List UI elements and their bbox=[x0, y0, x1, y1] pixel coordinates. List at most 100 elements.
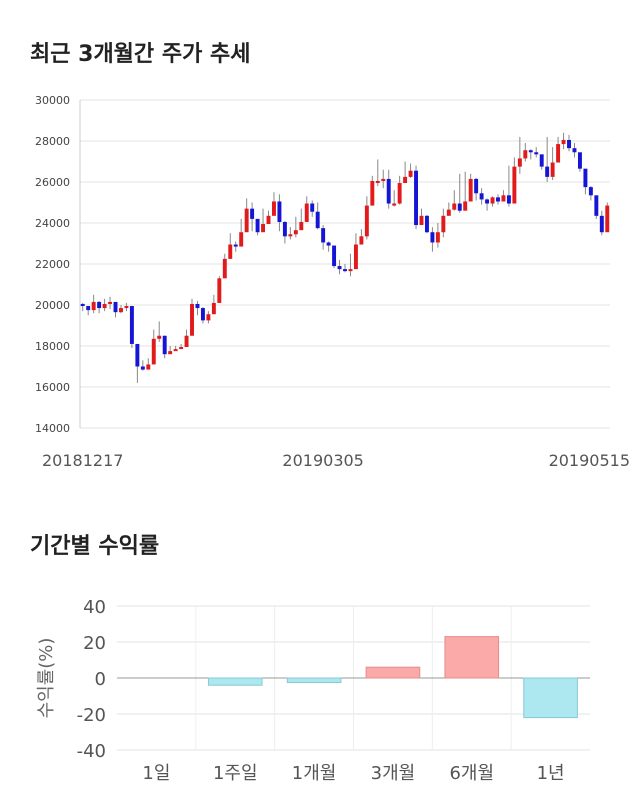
candle-body bbox=[272, 201, 276, 216]
candle-body bbox=[146, 364, 151, 370]
candle bbox=[277, 194, 282, 232]
candle bbox=[605, 202, 610, 233]
candle bbox=[364, 196, 369, 240]
candle bbox=[506, 165, 511, 207]
candle bbox=[211, 294, 216, 315]
candle bbox=[222, 253, 227, 279]
candle-y-axis: 14000 16000 18000 20000 22000 24000 26000 28000… bbox=[35, 94, 70, 435]
candle bbox=[97, 300, 102, 314]
candle bbox=[457, 173, 462, 213]
candle bbox=[140, 360, 145, 371]
candle-body bbox=[397, 183, 402, 204]
candle bbox=[266, 210, 271, 225]
candle-body bbox=[583, 168, 588, 188]
candle-body bbox=[195, 303, 200, 309]
candle-body bbox=[233, 244, 238, 247]
candle-body bbox=[211, 302, 216, 315]
candle-body bbox=[381, 178, 386, 181]
candle bbox=[353, 233, 358, 270]
candle bbox=[255, 218, 260, 236]
candle-body bbox=[386, 178, 391, 204]
candle bbox=[545, 136, 550, 182]
candle-body bbox=[375, 180, 380, 183]
candle-body bbox=[113, 301, 118, 313]
candle bbox=[534, 147, 539, 158]
candle bbox=[397, 175, 402, 205]
candle bbox=[386, 169, 391, 209]
candle-body bbox=[168, 351, 173, 355]
candlestick-chart: 14000 16000 18000 20000 22000 24000 26000 28000… bbox=[35, 94, 630, 470]
candle-body bbox=[435, 232, 440, 243]
candle-body bbox=[485, 199, 490, 204]
candle-y-tick-label: 20000 bbox=[35, 299, 70, 312]
candle bbox=[135, 343, 140, 383]
returns-y-tick-label: -40 bbox=[77, 741, 106, 762]
candle bbox=[496, 194, 500, 205]
candle-body bbox=[539, 154, 544, 167]
candle-body bbox=[534, 152, 539, 155]
candle bbox=[408, 163, 413, 178]
candle bbox=[91, 294, 96, 314]
candle-body bbox=[173, 349, 178, 352]
candle-body bbox=[184, 335, 189, 348]
candle bbox=[479, 188, 484, 205]
candle-x-tick-label: 20181217 bbox=[42, 451, 123, 470]
candle bbox=[370, 175, 375, 206]
candle bbox=[282, 220, 287, 244]
candle-y-tick-label: 18000 bbox=[35, 340, 70, 353]
returns-y-axis: -40 -20 0 20 40 bbox=[77, 597, 106, 762]
candle bbox=[272, 192, 276, 216]
candle-body bbox=[293, 230, 298, 235]
candle-body bbox=[119, 308, 123, 313]
candle-body bbox=[594, 195, 599, 216]
candle-body bbox=[403, 176, 408, 184]
returns-x-axis: 1일 1주일 1개월 3개월 6개월 1년 bbox=[142, 763, 564, 784]
candle-body bbox=[261, 224, 266, 233]
candle bbox=[321, 225, 326, 250]
candle-body bbox=[299, 221, 304, 231]
candle bbox=[414, 165, 418, 230]
returns-x-tick-label: 1년 bbox=[537, 763, 565, 784]
candle bbox=[179, 343, 184, 350]
candle bbox=[129, 306, 134, 349]
stock-trend-title: 최근 3개월간 주가 추세 bbox=[30, 42, 251, 67]
candle-body bbox=[288, 234, 293, 237]
candle-body bbox=[97, 301, 102, 309]
candle bbox=[119, 305, 123, 314]
candle bbox=[359, 229, 364, 245]
candle-body bbox=[474, 178, 479, 194]
candle bbox=[419, 208, 424, 226]
candle bbox=[474, 177, 479, 201]
candle bbox=[228, 233, 233, 259]
candle-body bbox=[588, 187, 593, 196]
candle bbox=[452, 190, 457, 211]
candle-body bbox=[244, 208, 249, 233]
candle-body bbox=[321, 228, 326, 243]
candle-body bbox=[479, 193, 484, 200]
candle-y-tick-label: 26000 bbox=[35, 176, 70, 189]
candle-y-tick-label: 16000 bbox=[35, 381, 70, 394]
candle-body bbox=[556, 144, 561, 163]
candle-body bbox=[140, 366, 145, 370]
candle bbox=[556, 136, 561, 163]
candle bbox=[261, 208, 266, 233]
candle-body bbox=[408, 170, 413, 177]
candle-body bbox=[506, 195, 511, 204]
candle-x-axis: 20181217 20190305 20190515 bbox=[42, 451, 630, 470]
candle-y-tick-label: 30000 bbox=[35, 94, 70, 107]
candle bbox=[577, 152, 582, 172]
returns-y-axis-label: 수익률(%) bbox=[36, 638, 57, 719]
candle bbox=[392, 190, 397, 207]
candle bbox=[310, 200, 315, 217]
candle-body bbox=[561, 139, 566, 145]
candle-body bbox=[190, 303, 194, 336]
candle-body bbox=[266, 215, 271, 225]
candle bbox=[567, 134, 571, 152]
candle bbox=[588, 186, 593, 201]
candle-body bbox=[577, 152, 582, 169]
candle-body bbox=[304, 203, 309, 222]
candle-body bbox=[326, 242, 331, 246]
returns-x-tick-label: 1주일 bbox=[213, 763, 258, 784]
candle-y-tick-label: 22000 bbox=[35, 258, 70, 271]
candle-body bbox=[332, 245, 337, 267]
